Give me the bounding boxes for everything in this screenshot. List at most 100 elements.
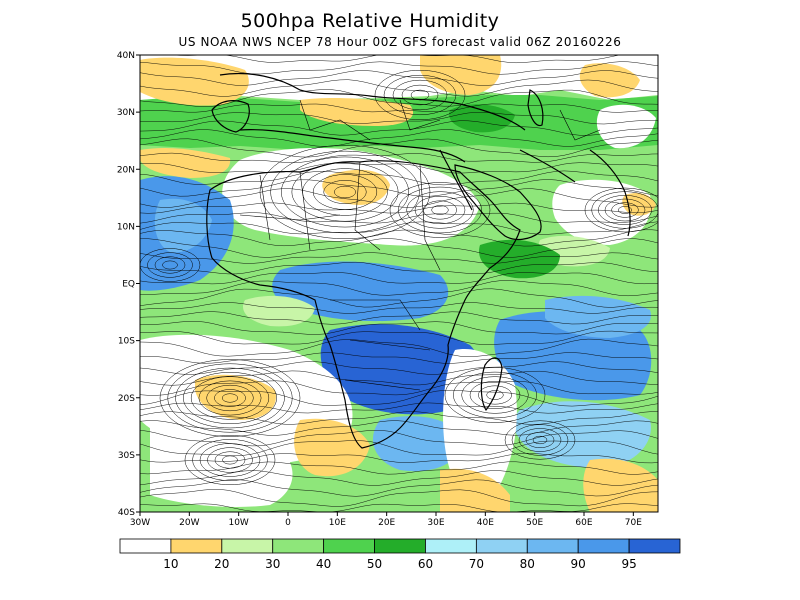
legend-swatch — [628, 538, 681, 554]
streamline — [140, 380, 658, 396]
country-border — [399, 99, 441, 131]
humidity-region — [622, 193, 656, 216]
streamline — [140, 479, 658, 497]
humidity-region — [140, 55, 658, 100]
streamline — [140, 361, 658, 375]
streamline — [140, 352, 658, 364]
humidity-region — [150, 418, 293, 507]
streamline — [140, 288, 658, 308]
country-border — [259, 174, 271, 241]
streamline — [374, 70, 466, 120]
coastline-europe — [219, 72, 526, 131]
legend-label: 95 — [621, 557, 636, 571]
longitude-label: 70E — [625, 518, 642, 528]
streamline — [259, 145, 431, 239]
streamline — [140, 321, 658, 335]
streamline — [140, 302, 658, 314]
coastline-africa — [206, 160, 521, 449]
streamline — [511, 424, 569, 456]
streamline — [140, 170, 658, 186]
longitude-label: 10E — [329, 518, 346, 528]
streamline — [198, 380, 262, 416]
country-border — [330, 299, 421, 331]
streamline — [140, 420, 658, 436]
humidity-region — [372, 416, 465, 472]
streamline — [140, 162, 658, 174]
streamline — [140, 370, 658, 386]
latitude-label: 10S — [118, 337, 135, 347]
streamline — [431, 205, 449, 215]
streamline — [518, 428, 562, 452]
humidity-region — [579, 63, 640, 98]
streamline — [140, 338, 658, 357]
streamline — [199, 443, 261, 477]
coastline-red-sea — [439, 149, 473, 211]
streamline — [140, 248, 201, 282]
streamline — [478, 385, 512, 405]
longitude-label: 50E — [526, 518, 543, 528]
streamline — [281, 156, 410, 228]
legend-label: 90 — [571, 557, 586, 571]
legend-swatch — [170, 538, 223, 554]
streamline — [159, 359, 301, 437]
latitude-label: EQ — [122, 280, 135, 290]
latitude-label: 30S — [118, 451, 135, 461]
streamline — [140, 429, 658, 447]
streamline — [140, 489, 658, 507]
streamline — [140, 453, 658, 464]
streamline — [461, 376, 529, 414]
streamline — [140, 112, 658, 125]
streamline — [334, 185, 356, 199]
streamline — [140, 188, 658, 208]
legend-swatch — [577, 538, 630, 554]
map-subtitle: US NOAA NWS NCEP 78 Hour 00Z GFS forecas… — [178, 35, 622, 49]
streamline — [504, 420, 576, 460]
legend-swatch — [323, 538, 375, 554]
streamline — [140, 79, 658, 97]
longitude-label: 20E — [378, 518, 395, 528]
legend-swatch — [119, 538, 172, 554]
country-border — [239, 214, 341, 221]
streamline — [183, 372, 277, 424]
legend-swatch — [374, 538, 426, 554]
streamline — [591, 191, 658, 229]
latitude-label: 40S — [118, 508, 135, 518]
legend-label: 80 — [520, 557, 535, 571]
streamline — [140, 311, 658, 325]
streamline — [486, 390, 504, 400]
longitude-label: 10W — [228, 518, 248, 528]
country-border — [354, 161, 381, 251]
humidity-region — [320, 324, 481, 415]
country-border — [299, 171, 311, 251]
streamline — [140, 330, 658, 345]
streamline — [401, 84, 439, 106]
map-plot-area — [140, 55, 658, 512]
streamline — [140, 461, 658, 475]
streamline — [140, 229, 658, 247]
latitude-axis: 40N 30N 20N 10N EQ 10S 20S 30S 40S — [117, 51, 140, 518]
border-layer — [239, 99, 601, 391]
streamline — [167, 363, 293, 433]
streamline — [221, 393, 239, 403]
streamline — [140, 152, 658, 163]
streamline — [140, 103, 658, 113]
streamline — [604, 198, 646, 222]
streamline — [525, 432, 555, 448]
streamline — [383, 74, 457, 116]
longitude-label: 40E — [477, 518, 494, 528]
humidity-region — [545, 295, 651, 338]
latitude-label: 20N — [117, 165, 135, 175]
latitude-label: 20S — [118, 394, 135, 404]
streamline — [222, 455, 238, 465]
humidity-region — [596, 104, 656, 149]
humidity-region — [479, 239, 560, 279]
streamline — [444, 367, 546, 423]
streamline — [184, 435, 276, 485]
longitude-label: 20W — [179, 518, 199, 528]
map-title: 500hpa Relative Humidity — [240, 10, 500, 32]
streamline — [140, 261, 658, 275]
streamline — [140, 120, 658, 136]
streamline — [140, 402, 658, 414]
streamline — [414, 196, 466, 224]
